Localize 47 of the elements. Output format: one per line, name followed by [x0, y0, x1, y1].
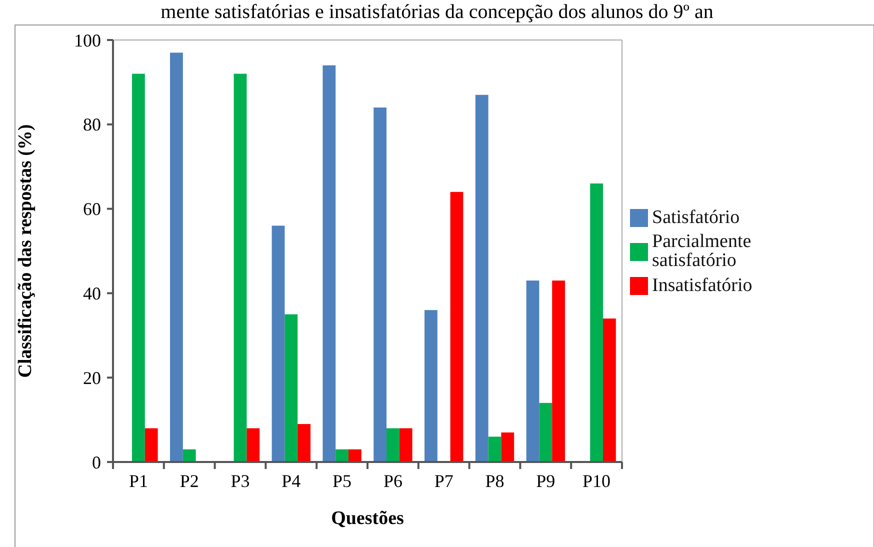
- bar: [539, 402, 552, 462]
- y-tick-label: 40: [83, 284, 101, 304]
- x-tick-label: P7: [434, 471, 454, 491]
- bar: [246, 428, 260, 462]
- x-tick-label: P6: [383, 471, 402, 491]
- bar: [386, 428, 400, 462]
- y-tick-label: 0: [92, 452, 101, 472]
- bar: [348, 449, 362, 462]
- x-tick-label: P2: [180, 471, 199, 491]
- x-tick-label: P4: [282, 471, 301, 491]
- bar: [298, 424, 310, 462]
- bar: [234, 74, 247, 462]
- y-tick-label: 60: [83, 199, 101, 220]
- x-tick-label: P3: [230, 471, 250, 491]
- x-tick-label: P9: [536, 471, 556, 491]
- bar: [488, 436, 502, 462]
- bar: [182, 449, 196, 462]
- bar: [552, 280, 565, 462]
- x-tick-label: P8: [485, 471, 504, 491]
- bar: [501, 432, 514, 462]
- y-tick-label: 100: [74, 30, 101, 50]
- bar: [450, 192, 464, 462]
- bar: [424, 310, 438, 462]
- bar: [322, 65, 336, 462]
- legend-label: Insatisfatório: [652, 275, 752, 296]
- bar: [590, 183, 603, 462]
- bar: [399, 428, 412, 462]
- x-tick-label: P5: [332, 471, 352, 491]
- legend-label: Parcialmente satisfatório: [652, 231, 752, 271]
- bar: [336, 449, 348, 462]
- x-tick-label: P1: [128, 471, 148, 491]
- y-tick-label: 80: [83, 114, 101, 135]
- bar: [170, 52, 183, 462]
- x-axis-title: Questões: [331, 508, 404, 529]
- chart-title: mente satisfatórias e insatisfatórias da concepção dos alunos do 9º an: [160, 1, 714, 23]
- y-axis-title: Classificação das respostas (%): [15, 124, 36, 378]
- bar: [374, 108, 387, 462]
- bar: [526, 280, 540, 462]
- x-tick-label: P10: [582, 471, 611, 491]
- bar: [272, 226, 285, 462]
- bar: [132, 74, 145, 462]
- bar: [284, 314, 298, 462]
- bar: [602, 318, 616, 462]
- y-tick-label: 20: [83, 368, 101, 388]
- legend-label: Satisfatório: [652, 207, 740, 228]
- bar: [475, 94, 488, 462]
- bar: [144, 428, 158, 462]
